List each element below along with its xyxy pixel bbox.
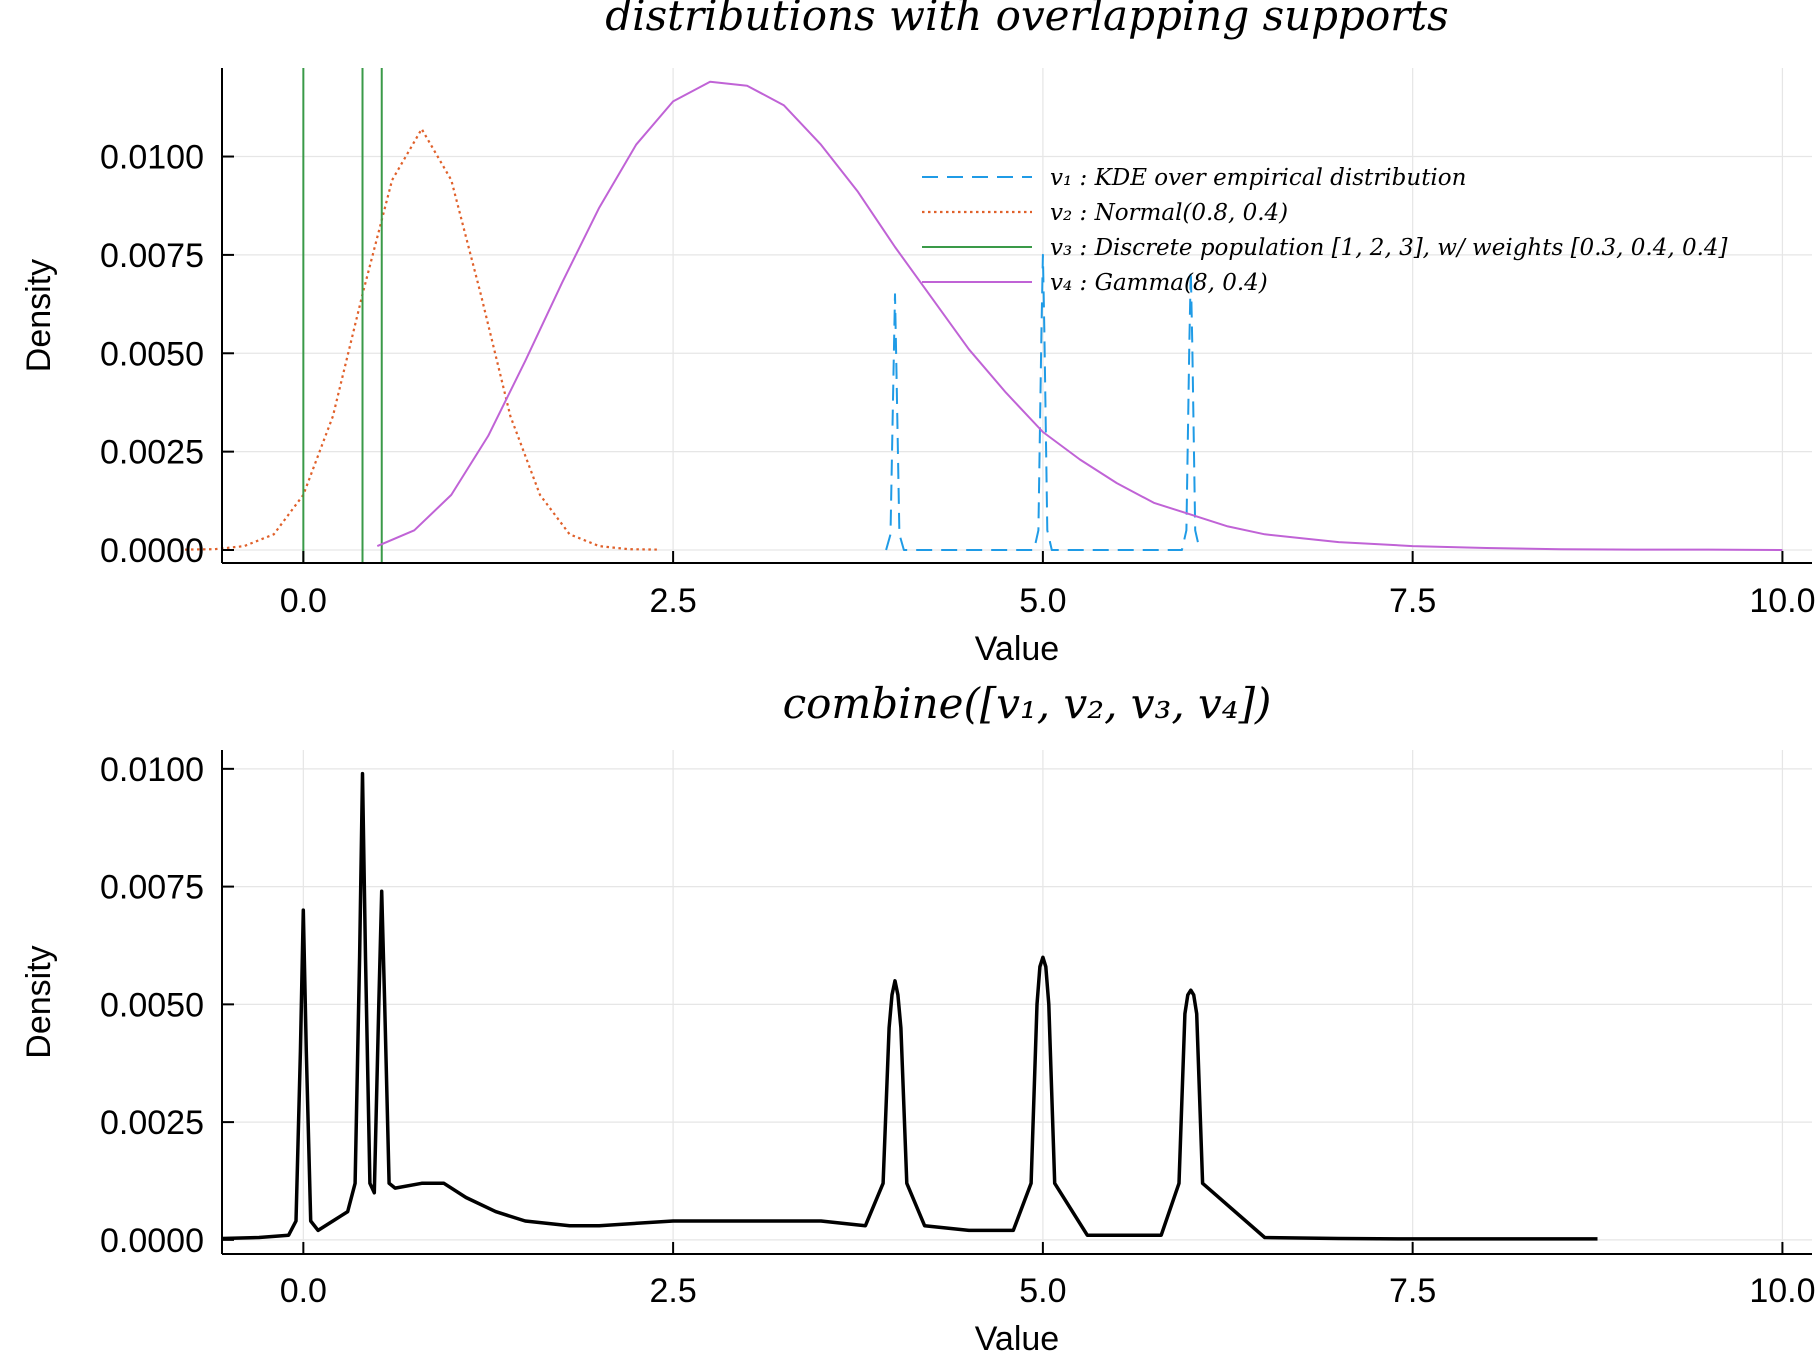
x-axis-title: Value <box>975 630 1059 668</box>
y-tick-label: 0.0000 <box>100 1222 204 1260</box>
y-tick-label: 0.0050 <box>100 335 204 373</box>
series-0-line <box>221 771 1598 1241</box>
y-tick-label: 0.0075 <box>100 869 204 907</box>
y-tick-label: 0.0100 <box>100 139 204 177</box>
y-tick-label: 0.0025 <box>100 1104 204 1142</box>
x-tick-label: 2.5 <box>649 582 696 620</box>
y-axis-title: Density <box>20 945 58 1058</box>
legend-label: v₃ : Discrete population [1, 2, 3], w/ w… <box>1050 235 1728 261</box>
series-0-line <box>885 253 1201 551</box>
chart-title: distributions with overlapping supports <box>605 0 1449 40</box>
series-group <box>221 771 1598 1241</box>
y-tick-label: 0.0050 <box>100 986 204 1024</box>
series-1-line <box>184 127 659 551</box>
y-tick-label: 0.0000 <box>100 532 204 570</box>
y-tick-label: 0.0100 <box>100 751 204 789</box>
chart-title: combine([v₁, v₂, v₃, v₄]) <box>783 679 1272 728</box>
x-tick-label: 5.0 <box>1019 1272 1066 1310</box>
y-tick-label: 0.0025 <box>100 434 204 472</box>
legend: v₁ : KDE over empirical distribution v₂ :… <box>922 165 1728 296</box>
bottom-chart-panel: 0.0 2.5 5.0 7.5 10.0 0.0000 0.0025 0.0050 0.0075… <box>20 679 1816 1358</box>
series-3-line <box>376 80 1783 551</box>
x-tick-label: 10.0 <box>1749 1272 1815 1310</box>
x-tick-label: 7.5 <box>1389 582 1436 620</box>
y-axis-title: Density <box>20 259 58 372</box>
top-chart-panel: 0.0 2.5 5.0 7.5 10.0 0.0000 0.0025 0.0050 0.0075… <box>20 0 1816 668</box>
x-tick-label: 0.0 <box>280 582 327 620</box>
y-tick-label: 0.0075 <box>100 237 204 275</box>
x-tick-label: 5.0 <box>1019 582 1066 620</box>
legend-label: v₄ : Gamma(8, 0.4) <box>1050 270 1268 296</box>
x-tick-label: 7.5 <box>1389 1272 1436 1310</box>
legend-label: v₂ : Normal(0.8, 0.4) <box>1050 200 1288 226</box>
series-group <box>184 68 1783 563</box>
x-tick-label: 2.5 <box>649 1272 696 1310</box>
x-tick-label: 0.0 <box>280 1272 327 1310</box>
legend-label: v₁ : KDE over empirical distribution <box>1050 165 1466 191</box>
x-tick-label: 10.0 <box>1749 582 1815 620</box>
x-axis-title: Value <box>975 1320 1059 1358</box>
